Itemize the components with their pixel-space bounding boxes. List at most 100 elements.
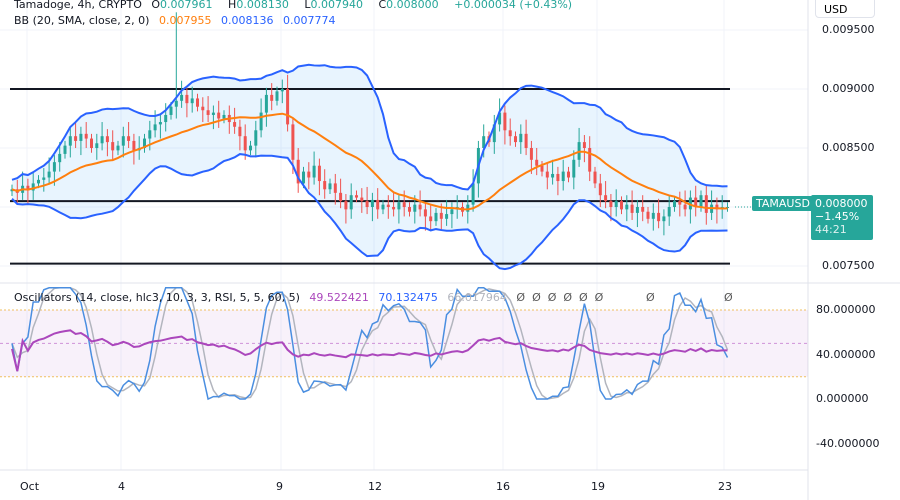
- candle-body: [635, 207, 639, 213]
- candle-body: [529, 148, 533, 160]
- candle-body: [100, 136, 104, 144]
- candle-body: [386, 204, 390, 207]
- osc-d-line: [11, 287, 729, 400]
- candle-body: [238, 126, 242, 137]
- candle-body: [339, 192, 343, 202]
- candle-body: [688, 197, 692, 210]
- candle-body: [609, 201, 613, 207]
- symbol-title: Tamadoge, 4h, CRYPTO: [14, 0, 142, 11]
- candle-body: [222, 114, 226, 119]
- candle-body: [503, 112, 507, 131]
- time-tick-label: 12: [368, 480, 382, 493]
- candle-body: [217, 112, 221, 119]
- candle-body: [296, 159, 300, 184]
- candle-body: [545, 171, 549, 178]
- candle-body: [678, 201, 682, 205]
- osc-tick-label: -40.000000: [816, 436, 880, 450]
- candle-body: [482, 136, 486, 148]
- candle-body: [683, 204, 687, 210]
- candle-body: [450, 209, 454, 215]
- osc-empty-value: Ø: [724, 291, 733, 304]
- candle-body: [561, 171, 565, 182]
- candle-body: [302, 171, 305, 184]
- osc-empty-value: Ø: [646, 291, 655, 304]
- candle-body: [365, 201, 369, 207]
- candle-body: [127, 136, 131, 141]
- osc-k-line: [11, 287, 729, 401]
- candle-body: [492, 124, 496, 143]
- candle-body: [355, 195, 358, 198]
- candle-body: [418, 204, 422, 210]
- last-price-label: 0.008000 −1.45% 44:21: [811, 195, 873, 240]
- candle-body: [641, 207, 645, 212]
- candle-body: [392, 207, 396, 210]
- close-label: C: [378, 0, 387, 11]
- candle-body: [402, 202, 406, 207]
- bb-fill: [12, 64, 728, 270]
- candle-body: [508, 130, 512, 137]
- candle-body: [699, 195, 703, 207]
- candle-body: [105, 136, 109, 143]
- bb-label: BB (20, SMA, close, 2, 0): [14, 14, 150, 27]
- time-tick-label: 16: [496, 480, 510, 493]
- osc-d-value: 66.017964: [447, 291, 507, 304]
- osc-tick-label: 0.000000: [816, 392, 869, 405]
- candle-body: [90, 138, 93, 148]
- candle-body: [68, 136, 72, 146]
- candle-body: [694, 197, 698, 207]
- candle-body: [673, 201, 676, 207]
- symbol-price-label: TAMAUSD: [752, 196, 814, 211]
- candle-body: [312, 165, 316, 178]
- candle-body: [604, 195, 608, 202]
- candle-body: [42, 177, 46, 180]
- candle-body: [164, 114, 168, 123]
- candle-body: [259, 112, 263, 131]
- candle-body: [31, 183, 35, 191]
- candle-body: [413, 204, 417, 212]
- candle-body: [540, 165, 544, 172]
- candle-body: [630, 204, 634, 213]
- symbol-legend: Tamadoge, 4h, CRYPTO O0.007961 H0.008130…: [14, 0, 578, 11]
- candle-body: [667, 207, 671, 217]
- candle-body: [381, 204, 385, 210]
- candle-body: [598, 183, 602, 196]
- candle-body: [726, 207, 729, 208]
- candle-body: [121, 136, 125, 146]
- candle-body: [95, 143, 99, 148]
- candle-body: [397, 202, 401, 210]
- time-tick-label: 19: [591, 480, 605, 493]
- osc-legend[interactable]: Oscillators (14, close, hlc3, 10, 3, 3, …: [14, 291, 609, 304]
- open-value: 0.007961: [160, 0, 213, 11]
- osc-k-value: 70.132475: [378, 291, 438, 304]
- currency-selector[interactable]: USD: [815, 0, 875, 18]
- candle-body: [211, 112, 215, 115]
- candle-body: [190, 98, 194, 104]
- candle-body: [180, 94, 184, 101]
- osc-tick-label: 40.000000: [816, 347, 876, 361]
- candle-body: [37, 179, 40, 184]
- bb-upper-value: 0.008136: [220, 14, 274, 27]
- candle-body: [715, 204, 719, 210]
- bb-legend[interactable]: BB (20, SMA, close, 2, 0) 0.007955 0.008…: [14, 14, 341, 27]
- candle-body: [567, 171, 570, 178]
- change-value: +0.000034 (+0.43%): [454, 0, 573, 11]
- candle-body: [657, 212, 661, 222]
- candle-body: [169, 106, 173, 115]
- low-value: 0.007940: [310, 0, 363, 11]
- candle-body: [243, 136, 247, 151]
- candle-body: [349, 195, 353, 210]
- time-tick-label: Oct: [20, 480, 40, 493]
- candle-body: [376, 199, 380, 210]
- osc-tick-label: 80.000000: [816, 303, 876, 316]
- bb-lower-line: [11, 153, 728, 271]
- candle-body: [593, 171, 597, 184]
- candle-body: [233, 122, 237, 127]
- candle-body: [196, 98, 199, 107]
- candle-body: [423, 209, 427, 217]
- candle-body: [158, 122, 162, 125]
- candle-body: [445, 214, 449, 219]
- time-tick-label: 23: [718, 480, 732, 493]
- bar-countdown: 44:21: [815, 223, 847, 236]
- candle-body: [439, 212, 443, 219]
